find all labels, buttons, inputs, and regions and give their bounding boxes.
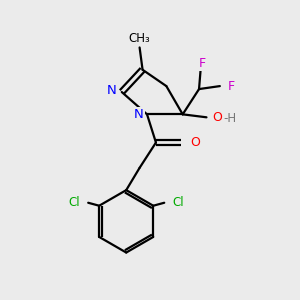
Text: N: N — [134, 108, 143, 121]
Text: Cl: Cl — [172, 196, 184, 209]
Text: CH₃: CH₃ — [129, 32, 151, 45]
Text: O: O — [212, 111, 222, 124]
Text: N: N — [107, 84, 116, 97]
Text: O: O — [190, 136, 200, 149]
Text: F: F — [228, 80, 235, 93]
Text: -H: -H — [224, 112, 237, 125]
Text: F: F — [199, 57, 206, 70]
Text: Cl: Cl — [69, 196, 80, 209]
